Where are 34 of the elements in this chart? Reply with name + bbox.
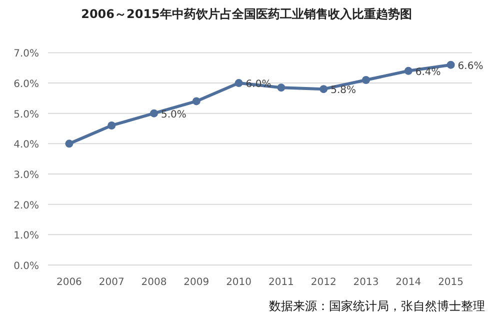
x-tick-label: 2013 xyxy=(353,277,379,288)
y-tick-label: 3.0% xyxy=(14,170,39,182)
y-tick-label: 4.0% xyxy=(14,140,39,151)
point xyxy=(320,85,328,94)
point xyxy=(277,84,286,92)
x-tick-label: 2010 xyxy=(226,277,252,288)
point xyxy=(192,97,200,106)
x-tick-label: 2007 xyxy=(98,277,124,288)
data-label: 5.8% xyxy=(330,85,356,96)
source-note: 数据来源：国家统计局，张自然博士整理 xyxy=(269,299,485,313)
data-label: 5.0% xyxy=(161,109,186,120)
x-tick-label: 2014 xyxy=(396,277,422,288)
data-label: 6.6% xyxy=(458,60,484,72)
point xyxy=(150,109,158,118)
point xyxy=(108,121,116,130)
y-tick-label: 5.0% xyxy=(14,109,39,120)
x-tick-label: 2012 xyxy=(310,277,336,288)
y-tick-label: 6.0% xyxy=(14,79,39,90)
y-tick-label: 2.0% xyxy=(14,200,39,212)
point xyxy=(404,66,412,75)
chart-title: 2006～2015年中药饮片占全国医药工业销售收入比重趋势图 xyxy=(81,7,412,21)
x-tick-label: 2009 xyxy=(184,277,210,288)
x-tick-label: 2008 xyxy=(141,277,167,288)
y-tick-label: 1.0% xyxy=(14,230,39,242)
data-label: 6.4% xyxy=(415,66,441,78)
point xyxy=(65,140,74,148)
point xyxy=(234,79,243,88)
x-tick-label: 2015 xyxy=(438,277,464,288)
x-tick-label: 2006 xyxy=(56,277,82,288)
point xyxy=(362,76,370,84)
point xyxy=(446,60,455,69)
y-tick-label: 0.0% xyxy=(14,261,39,272)
x-tick-label: 2011 xyxy=(268,277,294,288)
y-tick-label: 7.0% xyxy=(14,48,39,60)
